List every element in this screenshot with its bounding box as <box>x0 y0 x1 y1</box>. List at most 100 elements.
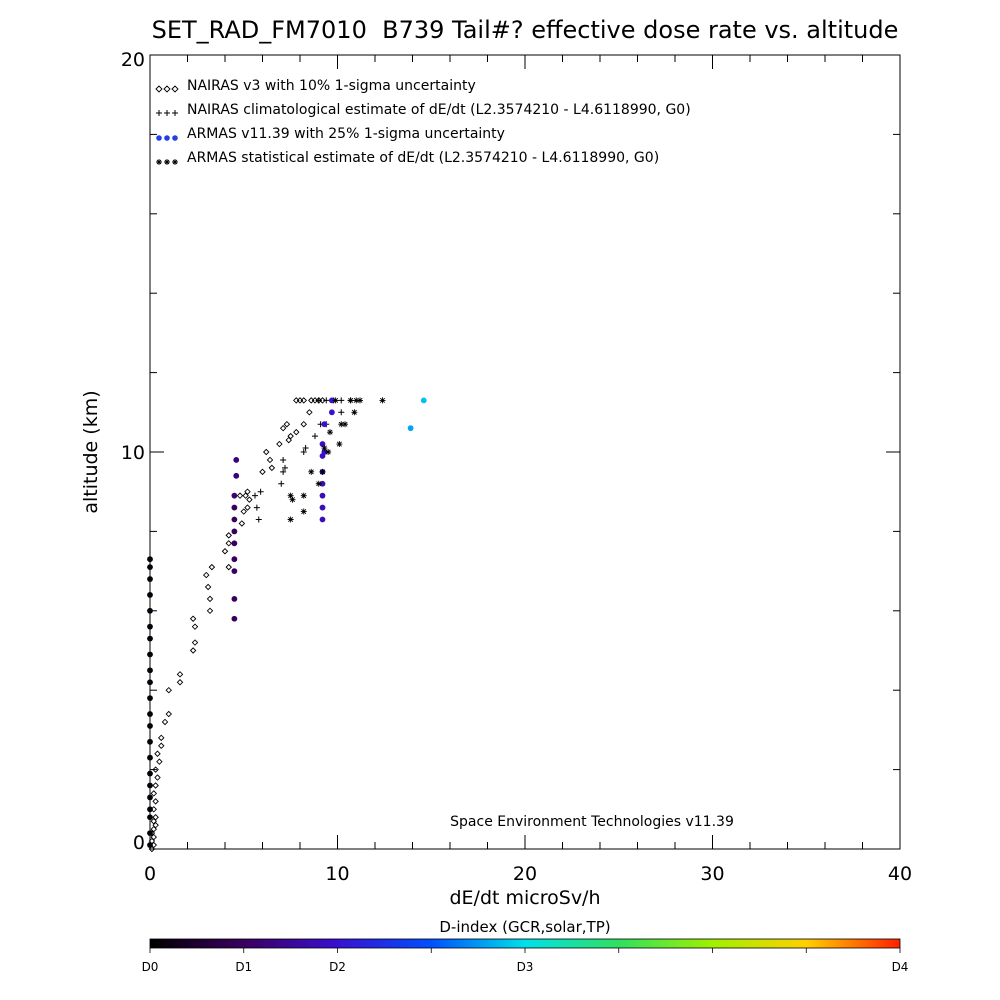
data-point-dot <box>147 592 153 598</box>
y-tick-label: 10 <box>121 442 145 464</box>
data-point-asterisk <box>327 429 333 436</box>
legend-label: ARMAS statistical estimate of dE/dt (L2.… <box>187 150 659 166</box>
data-point-diamond <box>165 710 172 718</box>
data-point-diamond <box>176 671 184 678</box>
data-point-diamond <box>285 436 292 444</box>
data-point-diamond <box>152 766 159 773</box>
chart-title: SET_RAD_FM7010 B739 Tail#? effective dos… <box>152 16 899 44</box>
data-point-dot <box>147 607 153 614</box>
data-point-dot <box>328 397 335 404</box>
data-point-asterisk <box>287 516 294 523</box>
data-point-plus <box>315 397 322 404</box>
data-point-diamond <box>152 782 159 789</box>
data-point-diamond <box>204 583 212 591</box>
x-tick-label: 20 <box>513 863 537 885</box>
data-point-dot <box>147 623 153 630</box>
data-point-dot <box>147 738 153 745</box>
data-point-asterisk <box>357 397 363 404</box>
data-point-dot <box>147 679 153 686</box>
data-point-dot <box>147 576 153 582</box>
legend-marker-diamond <box>155 85 179 93</box>
data-point-diamond <box>293 428 300 436</box>
axis-ticks <box>149 54 901 850</box>
data-point-dot <box>231 568 238 574</box>
data-point-asterisk <box>332 397 339 404</box>
data-point-asterisk <box>353 397 360 404</box>
data-point-dot <box>233 457 240 463</box>
data-point-diamond <box>156 758 163 765</box>
data-point-diamond <box>268 464 276 472</box>
data-point-asterisk <box>379 397 386 404</box>
data-point-diamond <box>189 647 197 654</box>
data-point-dot <box>319 516 326 523</box>
data-point-diamond <box>165 686 172 694</box>
x-tick-label: 10 <box>325 863 349 885</box>
data-point-diamond <box>161 718 169 726</box>
data-point-plus <box>252 492 258 499</box>
y-tick-label: 0 <box>133 832 145 854</box>
data-point-asterisk <box>300 492 307 499</box>
data-point-dot <box>147 794 153 801</box>
data-point-diamond <box>152 821 159 829</box>
colorbar-label: D2 <box>329 960 346 974</box>
data-point-plus <box>300 449 307 455</box>
data-point-dot <box>147 564 153 571</box>
data-point-diamond <box>221 548 229 555</box>
data-point-diamond <box>244 504 251 511</box>
series-4 <box>287 397 386 523</box>
data-point-diamond <box>191 639 199 646</box>
data-point-diamond <box>150 841 157 849</box>
data-point-diamond <box>308 397 315 404</box>
data-point-dot <box>231 615 238 622</box>
data-point-diamond <box>191 623 199 630</box>
data-point-diamond <box>283 420 291 428</box>
legend-label: NAIRAS v3 with 10% 1-sigma uncertainty <box>187 78 476 94</box>
data-point-dot <box>147 806 153 813</box>
legend-marker-plus <box>156 110 178 116</box>
data-point-diamond <box>203 571 210 579</box>
data-point-dot <box>407 425 414 432</box>
plot-area <box>149 54 901 850</box>
data-point-plus <box>338 397 345 404</box>
data-point-asterisk <box>300 508 307 515</box>
data-point-asterisk <box>287 492 294 499</box>
data-point-plus <box>280 456 287 463</box>
data-point-plus <box>312 433 318 440</box>
data-point-diamond <box>236 492 244 499</box>
data-point-dot <box>147 651 153 658</box>
data-point-asterisk <box>336 441 343 448</box>
colorbar-label: D3 <box>517 960 534 974</box>
x-tick-label: 40 <box>888 863 912 885</box>
data-point-diamond <box>189 615 197 622</box>
data-point-plus <box>302 445 309 452</box>
data-point-dot <box>233 472 240 479</box>
data-point-dot <box>147 695 153 702</box>
data-point-diamond <box>150 817 157 825</box>
data-point-dot <box>319 492 326 499</box>
x-tick-label: 30 <box>700 863 724 885</box>
data-point-asterisk <box>321 445 328 452</box>
data-point-dot <box>231 492 238 499</box>
data-point-plus <box>257 488 264 495</box>
data-point-diamond <box>276 440 283 448</box>
data-point-diamond <box>176 679 184 686</box>
data-point-plus <box>323 397 330 404</box>
data-point-diamond <box>152 814 159 821</box>
data-point-dot <box>147 770 153 777</box>
colorbar-title: D-index (GCR,solar,TP) <box>439 918 610 936</box>
data-point-diamond <box>259 468 266 476</box>
data-point-diamond <box>150 825 157 833</box>
legend-label: ARMAS v11.39 with 25% 1-sigma uncertaint… <box>187 126 505 142</box>
legend-marker-asterisk <box>156 159 178 165</box>
legend: NAIRAS v3 with 10% 1-sigma uncertainty N… <box>155 78 691 166</box>
data-point-dot <box>420 397 427 404</box>
data-point-diamond <box>206 595 214 603</box>
legend-label: NAIRAS climatological estimate of dE/dt … <box>187 102 691 118</box>
data-point-dot <box>328 409 335 416</box>
y-tick-label: 20 <box>121 49 145 71</box>
data-point-diamond <box>263 448 270 456</box>
data-point-diamond <box>150 833 157 841</box>
data-point-asterisk <box>308 468 315 475</box>
data-point-dot <box>147 814 153 821</box>
